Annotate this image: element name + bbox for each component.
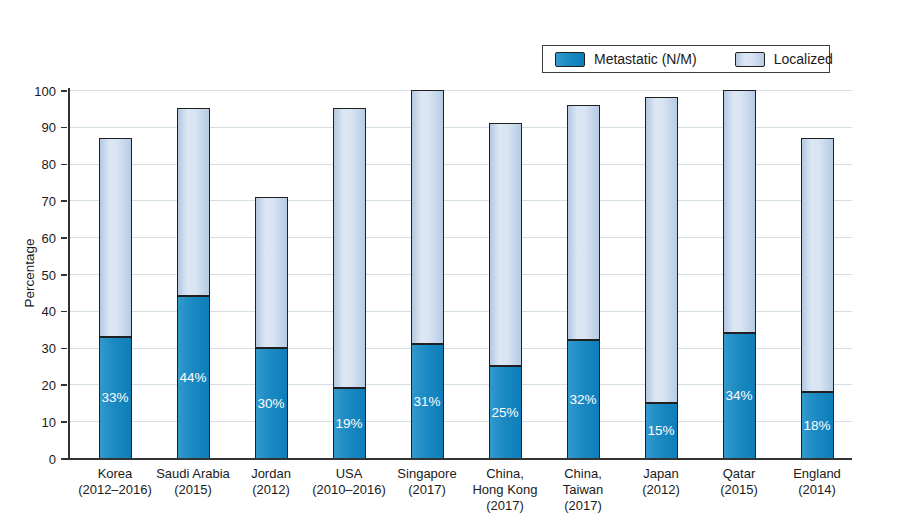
y-tick-label: 30 — [26, 341, 56, 356]
y-axis-tick — [61, 127, 67, 129]
legend-item-localized: Localized — [735, 51, 833, 67]
y-tick-label: 20 — [26, 377, 56, 392]
bar-segment-localized — [489, 123, 522, 366]
bar-value-label: 32% — [569, 392, 596, 407]
bar-segment-localized — [801, 138, 834, 392]
legend: Metastatic (N/M) Localized — [542, 45, 830, 73]
bar-segment-localized — [723, 90, 756, 333]
y-axis-tick — [61, 237, 67, 239]
bar-value-label: 33% — [101, 390, 128, 405]
y-axis-tick — [61, 311, 67, 313]
bar-value-label: 15% — [647, 423, 674, 438]
y-axis-tick — [61, 274, 67, 276]
y-axis-tick — [61, 90, 67, 92]
y-tick-label: 10 — [26, 414, 56, 429]
bar-value-label: 30% — [257, 395, 284, 410]
y-tick-label: 50 — [26, 267, 56, 282]
legend-swatch-metastatic-icon — [555, 52, 585, 67]
legend-label-metastatic: Metastatic (N/M) — [594, 51, 697, 67]
bar-value-label: 18% — [803, 417, 830, 432]
y-tick-label: 80 — [26, 157, 56, 172]
legend-item-metastatic: Metastatic (N/M) — [555, 51, 697, 67]
bar-segment-localized — [255, 197, 288, 348]
y-axis-tick — [61, 348, 67, 350]
y-axis-tick — [61, 384, 67, 386]
bar-segment-localized — [645, 97, 678, 402]
bar-segment-localized — [567, 105, 600, 341]
y-tick-label: 70 — [26, 193, 56, 208]
legend-label-localized: Localized — [774, 51, 833, 67]
bar-segment-localized — [333, 108, 366, 388]
y-tick-label: 0 — [26, 451, 56, 466]
y-axis-line — [68, 88, 70, 460]
bar-value-label: 25% — [491, 405, 518, 420]
y-axis-tick — [61, 421, 67, 423]
bar-value-label: 34% — [725, 388, 752, 403]
bar-value-label: 44% — [179, 370, 206, 385]
y-tick-label: 60 — [26, 230, 56, 245]
y-axis-tick — [61, 200, 67, 202]
legend-swatch-localized-icon — [735, 52, 765, 67]
bar-segment-localized — [411, 90, 444, 344]
bar-value-label: 19% — [335, 416, 362, 431]
chart-canvas: Percentage Metastatic (N/M) Localized 33… — [0, 0, 916, 519]
y-tick-label: 90 — [26, 120, 56, 135]
bar-segment-localized — [99, 138, 132, 337]
y-tick-label: 100 — [26, 83, 56, 98]
y-tick-label: 40 — [26, 304, 56, 319]
y-axis-tick — [61, 164, 67, 166]
y-axis-tick — [61, 458, 67, 460]
x-axis-label: England (2014) — [765, 466, 869, 498]
bar-value-label: 31% — [413, 393, 440, 408]
bar-segment-localized — [177, 108, 210, 296]
x-axis-line — [67, 458, 852, 460]
